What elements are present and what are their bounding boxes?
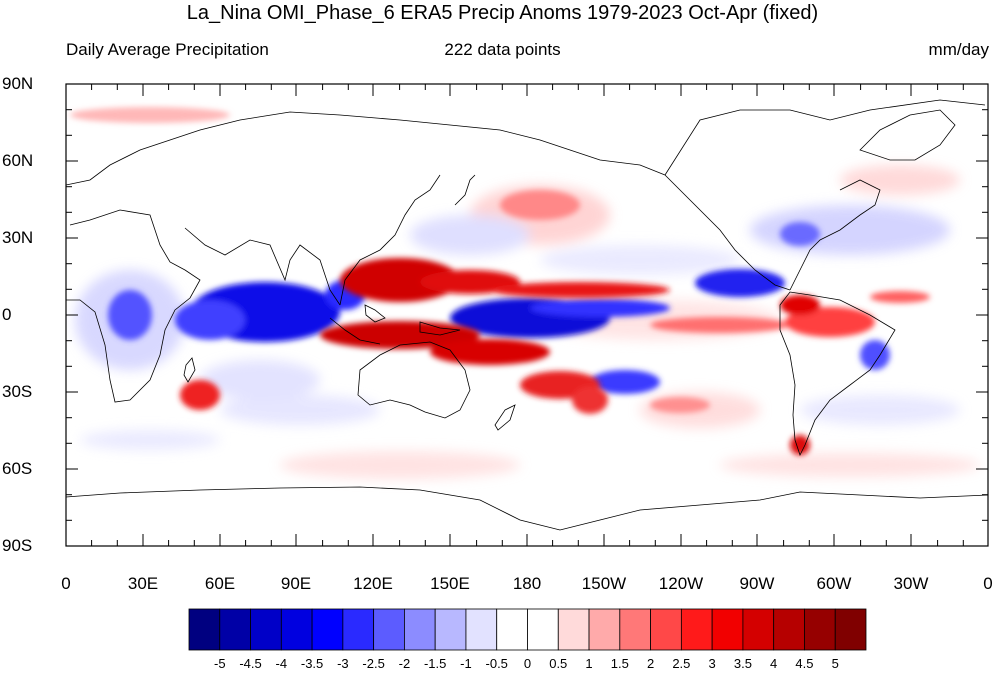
colorbar-swatch [219, 608, 251, 651]
colorbar-swatch [834, 608, 867, 651]
colorbar-swatch [404, 608, 436, 651]
colorbar-swatch [280, 608, 313, 651]
colorbar-tick-label: 5 [831, 656, 839, 671]
colorbar-tick-label: 0.5 [549, 656, 568, 671]
axis-ticks [66, 83, 988, 547]
lon-label-180: 180 [512, 574, 542, 593]
colorbar-swatch [250, 608, 282, 651]
lat-label-eq: 0 [2, 305, 12, 324]
colorbar-swatch [773, 608, 805, 651]
colorbar-swatch [742, 608, 775, 651]
colorbar-tick-label: -2.5 [362, 656, 385, 671]
lat-label-60n: 60N [2, 151, 34, 170]
lat-label-30s: 30S [2, 382, 33, 401]
colorbar-tick-label: -0.5 [485, 656, 508, 671]
lat-label-90n: 90N [2, 74, 34, 93]
colorbar-swatch [680, 608, 713, 651]
data-points-label: 222 data points [444, 40, 561, 59]
colorbar-tick-label: -1 [460, 656, 472, 671]
lon-label-30w: 30W [893, 574, 929, 593]
lon-label-120e: 120E [353, 574, 393, 593]
lon-label-30e: 30E [127, 574, 159, 593]
colorbar-swatch [188, 608, 221, 651]
colorbar-swatch [434, 608, 467, 651]
colorbar-swatch [311, 608, 344, 651]
colorbar-tick-label: 0 [523, 656, 532, 671]
lon-label-150w: 150W [581, 574, 627, 593]
colorbar-tick-label: -2 [398, 656, 411, 671]
colorbar-tick-label: 4.5 [795, 656, 814, 671]
colorbar-swatch [527, 608, 559, 651]
colorbar-swatch [804, 608, 836, 651]
lon-label-0: 0 [61, 574, 71, 593]
lat-label-90s: 90S [2, 536, 33, 555]
colorbar-tick-label: -1.5 [423, 656, 447, 671]
colorbar-swatch [465, 608, 498, 651]
anomaly-field [66, 84, 988, 546]
lon-label-60e: 60E [204, 574, 236, 593]
colorbar-tick-label: 3.5 [733, 656, 752, 671]
lon-label-60w: 60W [816, 574, 852, 593]
colorbar-tick-label: 1 [585, 656, 593, 671]
units-label: mm/day [928, 40, 989, 59]
colorbar-tick-label: 2.5 [672, 656, 691, 671]
colorbar-swatch [496, 608, 528, 651]
map-title: La_Nina OMI_Phase_6 ERA5 Precip Anoms 19… [186, 2, 819, 24]
colorbar-tick-label: 1.5 [610, 656, 629, 671]
colorbar-tick-label: -4.5 [239, 656, 262, 671]
lon-label-90e: 90E [280, 574, 312, 593]
colorbar-tick-label: 4 [770, 656, 778, 671]
lat-label-60s: 60S [2, 459, 33, 478]
lon-label-0-right: 0 [983, 574, 993, 593]
colorbar [188, 608, 867, 651]
colorbar-swatch [619, 608, 651, 651]
colorbar-swatch [588, 608, 621, 651]
colorbar-swatch [373, 608, 405, 651]
colorbar-tick-label: -5 [213, 656, 226, 671]
colorbar-tick-label: -4 [275, 656, 288, 671]
variable-label: Daily Average Precipitation [66, 40, 269, 59]
colorbar-swatch [557, 608, 590, 651]
colorbar-swatch [711, 608, 744, 651]
colorbar-tick-label: 3 [708, 656, 716, 671]
colorbar-swatch [650, 608, 682, 651]
colorbar-tick-label: -3.5 [300, 656, 324, 671]
lat-label-30n: 30N [2, 228, 34, 247]
colorbar-tick-label: 2 [646, 656, 655, 671]
coastlines [66, 99, 988, 531]
colorbar-swatch [342, 608, 375, 651]
lon-label-90w: 90W [739, 574, 775, 593]
lon-label-150e: 150E [430, 574, 470, 593]
colorbar-tick-label: -3 [337, 656, 349, 671]
lon-label-120w: 120W [658, 574, 704, 593]
